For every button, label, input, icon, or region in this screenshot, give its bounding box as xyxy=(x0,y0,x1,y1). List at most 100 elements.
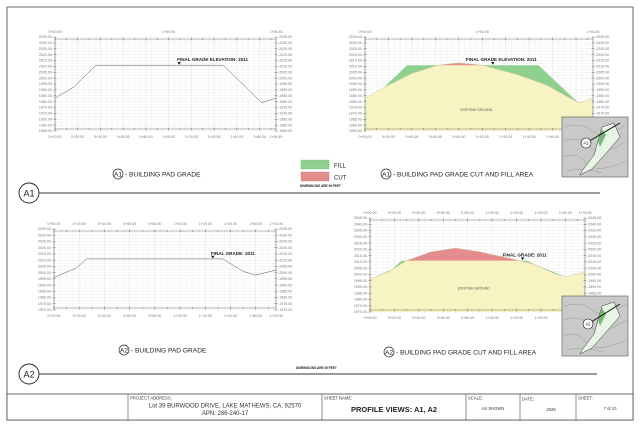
caption-a2-left: A2 - BUILDING PAD GRADE xyxy=(118,344,207,356)
y-tick-label-right: -1955.00 xyxy=(278,129,292,133)
final-grade-annotation: FINAL GRADE: 2011 xyxy=(503,253,548,258)
caption-bubble xyxy=(383,346,395,358)
x-tick-label-bottom: 0+40.00 xyxy=(94,135,107,139)
y-tick-label-right: -1960.00 xyxy=(278,123,292,127)
caption-bubble xyxy=(118,344,130,356)
y-tick-label-left: 2005.00- xyxy=(354,266,369,270)
inset-contours xyxy=(563,124,627,174)
x-tick-label-bottom: 0+40.00 xyxy=(412,316,425,320)
x-tick-label-bottom: 0+00.00 xyxy=(47,314,60,318)
y-tick-label-left: 2000.00- xyxy=(349,76,364,80)
caption-bubble xyxy=(380,168,392,180)
y-tick-label-left: 1965.00- xyxy=(39,117,54,121)
x-tick-label-top: 0+40.00 xyxy=(412,211,425,215)
y-tick-label-right: -2015.00 xyxy=(278,59,292,63)
x-tick-label-bottom: 1+60.00 xyxy=(249,314,262,318)
legend-cut-swatch xyxy=(300,171,330,182)
y-tick-label-left: 2015.00- xyxy=(38,252,53,256)
y-tick-label-left: 2030.00- xyxy=(39,41,54,45)
x-tick-label-bottom: 0+20.00 xyxy=(71,135,84,139)
x-tick-label-bottom: 1+40.00 xyxy=(208,135,221,139)
x-tick-label-bottom: 1+00.00 xyxy=(174,314,187,318)
section-bubble-label: A2 xyxy=(23,370,34,380)
y-tick-label-left: 1970.00- xyxy=(39,112,54,116)
y-tick-label-left: 1990.00- xyxy=(39,88,54,92)
inset-fill-area xyxy=(598,129,606,147)
y-tick-label-left: 1970.00- xyxy=(38,308,53,312)
y-tick-label-right: -2000.00 xyxy=(278,271,292,275)
section-marker-a2: A2 xyxy=(18,363,597,385)
x-tick-label-bottom: 0+60.00 xyxy=(117,135,130,139)
y-tick-label-right: -2025.00 xyxy=(278,240,292,244)
y-tick-label-left: 1955.00- xyxy=(39,129,54,133)
y-tick-label-left: 1975.00- xyxy=(38,302,53,306)
x-tick-label-bottom: 1+20.00 xyxy=(199,314,212,318)
y-tick-label-left: 1980.00- xyxy=(349,100,364,104)
y-tick-label-right: -1980.00 xyxy=(595,100,609,104)
date-value: 2026 xyxy=(546,407,556,412)
x-tick-label-top: 1+20.00 xyxy=(510,211,523,215)
y-tick-label-right: -2025.00 xyxy=(587,241,601,245)
caption-text: - BUILDING PAD GRADE xyxy=(125,171,201,178)
x-tick-label-top: 1+20.00 xyxy=(199,222,212,226)
x-tick-label-bottom: 1+40.00 xyxy=(523,135,536,139)
x-tick-label-bottom: 1+00.00 xyxy=(486,316,499,320)
y-tick-label-left: 2020.00- xyxy=(38,246,53,250)
y-tick-label-right: -2005.00 xyxy=(278,265,292,269)
y-tick-label-right: -1990.00 xyxy=(595,88,609,92)
dimensions-note: DIMENSIONS ARE IN FEET xyxy=(300,184,341,188)
x-tick-label-top: 1+00.00 xyxy=(162,30,175,34)
y-tick-label-right: -2030.00 xyxy=(278,41,292,45)
final-grade-marker-icon xyxy=(521,257,525,261)
legend: FILL CUT DIMENSIONS ARE IN FEET DIMENSIO… xyxy=(296,159,347,370)
inset-bubble-label: A2 xyxy=(585,322,591,327)
final-grade-line xyxy=(53,258,277,278)
y-tick-label-left: 2025.00- xyxy=(354,241,369,245)
y-tick-label-right: -2030.00 xyxy=(278,233,292,237)
y-tick-label-left: 2005.00- xyxy=(38,265,53,269)
y-tick-label-left: 2015.00- xyxy=(39,59,54,63)
y-tick-label-left: 1980.00- xyxy=(354,298,369,302)
x-tick-label-top: 1+94.45 xyxy=(269,30,282,34)
x-tick-label-bottom: 1+76.08 xyxy=(269,314,282,318)
y-tick-label-right: -2020.00 xyxy=(587,248,601,252)
y-tick-label-right: -2010.00 xyxy=(587,260,601,264)
final-grade-line xyxy=(54,64,277,104)
y-tick-label-left: 2020.00- xyxy=(349,53,364,57)
x-tick-label-bottom: 0+20.00 xyxy=(382,135,395,139)
x-tick-label-bottom: 0+60.00 xyxy=(429,135,442,139)
y-tick-label-right: -1985.00 xyxy=(587,291,601,295)
title-block-frame xyxy=(6,393,634,421)
y-tick-label-left: 1965.00- xyxy=(349,117,364,121)
y-tick-label-left: 1955.00- xyxy=(349,129,364,133)
legend-fill-label: FILL xyxy=(334,164,347,170)
x-tick-label-top: 0+00.00 xyxy=(358,30,371,34)
project-address-label: PROJECT ADDRESS: xyxy=(130,396,172,401)
x-tick-label-top: 1+40.00 xyxy=(224,222,237,226)
y-tick-label-left: 1995.00- xyxy=(354,279,369,283)
x-tick-label-bottom: 0+00.00 xyxy=(363,316,376,320)
y-tick-label-right: -1990.00 xyxy=(587,285,601,289)
y-tick-label-right: -2005.00 xyxy=(278,70,292,74)
y-tick-label-right: -1970.00 xyxy=(278,308,292,312)
y-tick-label-right: -2035.00 xyxy=(587,229,601,233)
sheet-name: PROFILE VIEWS: A1, A2 xyxy=(351,405,437,414)
y-tick-label-right: -1990.00 xyxy=(278,283,292,287)
y-tick-label-right: -2045.00 xyxy=(587,216,601,220)
y-tick-label-left: 1990.00- xyxy=(38,283,53,287)
inset-bubble xyxy=(580,137,592,149)
y-tick-label-left: 2010.00- xyxy=(38,258,53,262)
profile-chart-3: 1970.00- -1970.00 1975.00- -1975.00 1980.00-… xyxy=(38,222,292,318)
y-tick-label-right: -2020.00 xyxy=(278,246,292,250)
scale-label: SCALE: xyxy=(468,396,483,401)
y-tick-label-right: -1970.00 xyxy=(278,112,292,116)
x-tick-label-top: 1+76.08 xyxy=(578,211,591,215)
inset-section-line xyxy=(585,122,621,144)
x-tick-label-top: 1+60.00 xyxy=(559,211,572,215)
y-tick-label-left: 1980.00- xyxy=(38,296,53,300)
caption-text: - BUILDING PAD GRADE CUT AND FILL AREA xyxy=(393,171,534,178)
x-tick-label-top: 1+94.45 xyxy=(586,30,599,34)
caption-a2-right: A2 - BUILDING PAD GRADE CUT AND FILL ARE… xyxy=(383,346,537,358)
x-tick-label-bottom: 1+20.00 xyxy=(510,316,523,320)
